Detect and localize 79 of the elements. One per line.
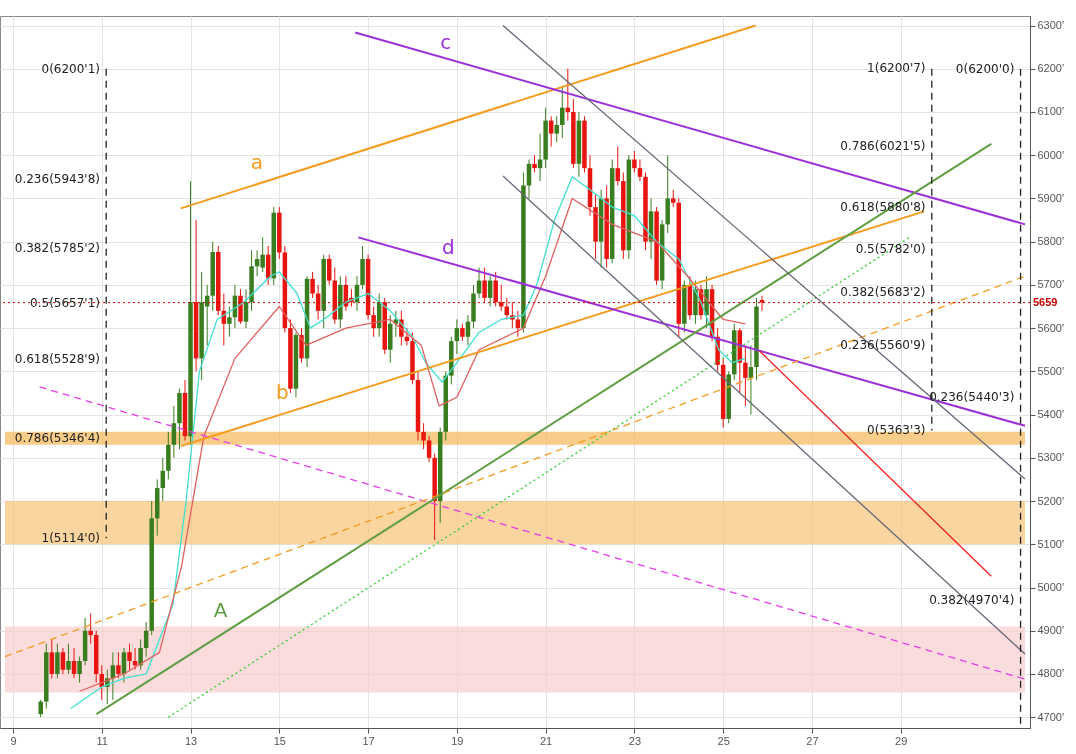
candlestick — [127, 643, 132, 671]
annotation: 0.618(5528'9) — [14, 351, 100, 366]
series-label: a — [250, 149, 264, 174]
annotation: 0(6200'1) — [41, 61, 100, 76]
x-tick-label: 19 — [451, 734, 464, 747]
annotation: 0.382(5683'2) — [840, 285, 926, 300]
y-tick-label: 6100' — [1037, 105, 1065, 118]
candlestick — [310, 271, 315, 299]
annotation: 0.236(5943'8) — [14, 172, 100, 187]
candlestick — [138, 638, 143, 671]
candlestick — [60, 647, 66, 675]
y-tick-label: 5500' — [1037, 364, 1065, 377]
candlestick — [243, 288, 249, 329]
annotation: 0.5(5657'1) — [30, 296, 100, 311]
x-tick-label: 25 — [717, 734, 730, 747]
candlestick — [88, 612, 93, 645]
candlestick — [615, 146, 620, 186]
candlestick — [227, 306, 232, 338]
x-tick-label: 13 — [184, 734, 198, 747]
annotation: 1(5114'0) — [41, 531, 100, 546]
x-tick-label: 21 — [540, 734, 553, 747]
series-label: A — [213, 597, 228, 622]
series-label: c — [440, 30, 452, 55]
candlestick — [49, 638, 55, 679]
candlestick — [632, 150, 637, 173]
series-label: b — [275, 379, 289, 404]
x-tick-label: 17 — [362, 734, 375, 747]
y-tick-label: 6200' — [1037, 62, 1065, 75]
annotation: 0(5363'3) — [867, 423, 926, 438]
annotation: 0.382(5785'2) — [14, 241, 100, 256]
candlestick — [476, 267, 482, 299]
candlestick — [77, 656, 82, 684]
candlestick — [299, 327, 304, 364]
y-tick-label: 4900' — [1037, 624, 1065, 637]
y-tick-label: 5000' — [1037, 581, 1065, 593]
x-tick-label: 27 — [806, 734, 819, 747]
candlestick — [759, 295, 765, 312]
y-tick-label: 5600' — [1037, 321, 1065, 334]
y-tick-label: 4800' — [1037, 667, 1065, 680]
candlestick — [71, 647, 77, 679]
candlestick — [493, 271, 498, 308]
series-label: d — [441, 234, 455, 259]
annotation: 0(6200'0) — [955, 61, 1015, 76]
x-tick-label: 9 — [10, 734, 17, 747]
candlestick — [560, 85, 565, 139]
candlestick — [637, 159, 643, 182]
y-tick-label: 5400' — [1037, 408, 1065, 421]
y-tick-label: 5100' — [1037, 537, 1065, 550]
x-tick-label: 15 — [273, 734, 286, 747]
candlestick — [454, 318, 460, 355]
y-tick-label: 4700' — [1037, 710, 1065, 723]
ref-line-label: 5659 — [1033, 295, 1058, 308]
y-tick-label: 5300' — [1037, 451, 1065, 464]
candlestick — [55, 643, 60, 679]
candlestick — [371, 306, 376, 338]
candlestick — [515, 310, 521, 338]
candlestick — [421, 422, 426, 450]
candlestick — [66, 643, 71, 675]
y-tick-label: 5800' — [1037, 235, 1065, 248]
y-tick-label: 6000' — [1037, 148, 1065, 161]
candlestick — [171, 405, 177, 459]
annotation: 1(6200'7) — [867, 61, 926, 76]
candlestick — [548, 115, 554, 148]
candlestick — [743, 344, 748, 407]
annotation: 0.786(5346'4) — [14, 430, 100, 445]
candlestick — [482, 267, 487, 303]
candlestick — [498, 284, 504, 312]
annotation: 0.5(5782'0) — [855, 242, 926, 257]
annotation: 0.786(6021'5) — [840, 138, 926, 153]
candlestick — [554, 115, 559, 143]
y-tick-label: 5700' — [1037, 278, 1065, 291]
x-tick-label: 23 — [628, 734, 642, 747]
y-tick-label: 5900' — [1037, 191, 1065, 204]
candlestick — [116, 651, 121, 679]
y-tick-label: 6300' — [1037, 19, 1065, 32]
x-tick-label: 11 — [96, 734, 108, 747]
x-tick-label: 29 — [895, 734, 908, 747]
candlestick — [326, 254, 332, 286]
y-tick-label: 5200' — [1037, 494, 1065, 507]
